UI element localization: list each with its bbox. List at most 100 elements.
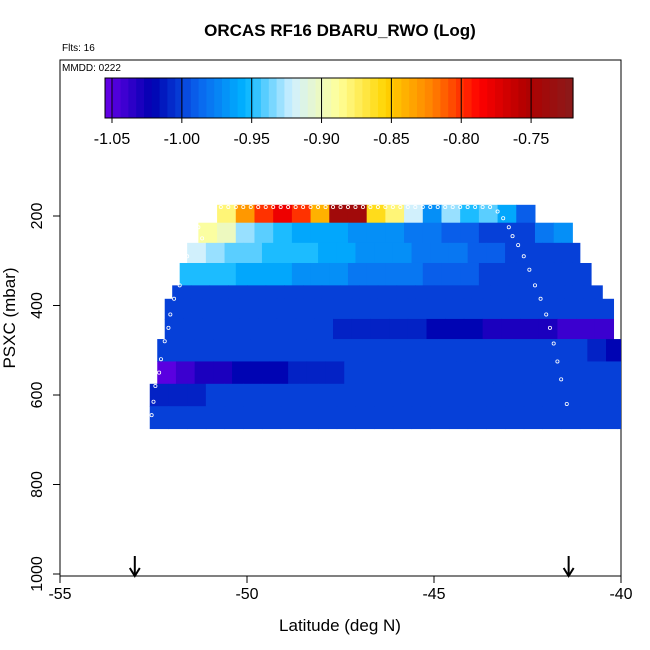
track-point: [559, 377, 564, 382]
heatmap-cell: [411, 406, 431, 430]
colorbar-segment: [245, 78, 254, 118]
heatmap-cell: [362, 339, 383, 362]
heatmap-cell: [404, 204, 424, 224]
colorbar-segment: [214, 78, 223, 118]
colorbar-segment: [518, 78, 527, 118]
track-point: [413, 205, 418, 210]
x-axis: -55 -50 -45 -40: [48, 576, 633, 603]
heatmap-cell: [430, 406, 450, 430]
track-point: [375, 205, 380, 210]
heatmap-cell: [497, 204, 517, 224]
colorbar-segment: [479, 78, 488, 118]
heatmap-cell: [187, 383, 207, 407]
y-axis: 200 400 600 800 1000: [29, 203, 60, 592]
heatmap-cell: [445, 318, 465, 340]
colorbar-segment: [167, 78, 176, 118]
track-point: [521, 254, 526, 259]
colorbar-segment: [190, 78, 200, 118]
heatmap-cell: [579, 383, 600, 407]
heatmap-cell: [505, 383, 525, 407]
heatmap-cell: [374, 383, 394, 407]
colorbar-segment: [549, 78, 558, 118]
heatmap-cell: [385, 204, 405, 224]
heatmap-cell: [520, 298, 540, 320]
track-point: [450, 205, 455, 210]
heatmap-cell: [291, 262, 312, 286]
heatmap-cell: [460, 262, 480, 286]
track-point: [555, 359, 560, 364]
heatmap-cell: [501, 318, 521, 340]
heatmap-cell: [362, 361, 383, 385]
heatmap-cell: [273, 204, 293, 224]
heatmap-cell: [228, 285, 248, 300]
heatmap-cell: [333, 318, 353, 340]
track-point: [162, 339, 167, 344]
x-tick-label: -55: [48, 586, 71, 603]
colorbar-segment: [120, 78, 129, 118]
track-point: [168, 312, 173, 317]
colorbar-segment: [268, 78, 278, 118]
heatmap-cell: [434, 285, 454, 300]
heatmap-cell: [175, 339, 196, 362]
heatmap-cell: [254, 204, 274, 224]
heatmap-cell: [175, 361, 196, 385]
heatmap-cell: [172, 285, 192, 300]
track-point: [390, 205, 395, 210]
heatmap-cell: [497, 262, 517, 286]
heatmap-cell: [516, 222, 536, 244]
heatmap-cell: [441, 204, 461, 224]
y-tick-label: 1000: [29, 556, 46, 592]
track-point: [435, 205, 440, 210]
x-tick-label: -40: [609, 586, 632, 603]
heatmap-cell: [400, 361, 420, 385]
heatmap-cell: [247, 285, 267, 300]
heatmap-cell: [527, 285, 547, 300]
heatmap-cell: [437, 361, 457, 385]
colorbar-segment: [315, 78, 324, 118]
colorbar-segment: [495, 78, 504, 118]
track-point: [151, 399, 156, 404]
heatmap-cell: [183, 298, 203, 320]
heatmap-cell: [531, 361, 551, 385]
heatmap-cell: [587, 361, 607, 385]
colorbar-tick-label: -0.95: [233, 131, 270, 148]
heatmap-cell: [310, 204, 330, 224]
track-point: [200, 236, 205, 241]
heatmap-cell: [419, 361, 439, 385]
heatmap-cell: [512, 339, 532, 362]
y-tick-label: 600: [29, 382, 46, 409]
heatmap-cell: [314, 318, 334, 340]
heatmap-cell: [389, 298, 409, 320]
y-axis-label: PSXC (mbar): [0, 267, 19, 368]
heatmap-cell: [538, 318, 558, 340]
heatmap-cell: [572, 262, 592, 286]
heatmap-cell: [299, 242, 319, 264]
track-point: [527, 267, 532, 272]
track-point: [278, 205, 283, 210]
heatmap-cell: [523, 242, 543, 264]
track-point: [465, 205, 470, 210]
heatmap-cell: [366, 204, 386, 224]
heatmap-cell: [370, 318, 390, 340]
heatmap-cell: [250, 339, 270, 362]
track-point: [495, 209, 500, 214]
track-point: [218, 205, 223, 210]
heatmap-cell: [396, 285, 416, 300]
flight-track-points: [149, 205, 569, 418]
heatmap-cell: [291, 204, 312, 224]
heatmap-cell: [404, 222, 424, 244]
heatmap-cell: [258, 318, 278, 340]
heatmap-cell: [336, 242, 356, 264]
heatmap-cell: [325, 339, 345, 362]
heatmap-cell: [456, 361, 476, 385]
heatmap-cell: [254, 222, 274, 244]
colorbar-segment: [471, 78, 480, 118]
heatmap-cell: [351, 298, 371, 320]
track-point: [286, 205, 291, 210]
heatmap-cell: [351, 318, 371, 340]
heatmap-cell: [344, 361, 364, 385]
heatmap-cell: [553, 222, 573, 244]
heatmap-cell: [534, 262, 555, 286]
colorbar-segment: [370, 78, 379, 118]
track-point: [233, 205, 238, 210]
